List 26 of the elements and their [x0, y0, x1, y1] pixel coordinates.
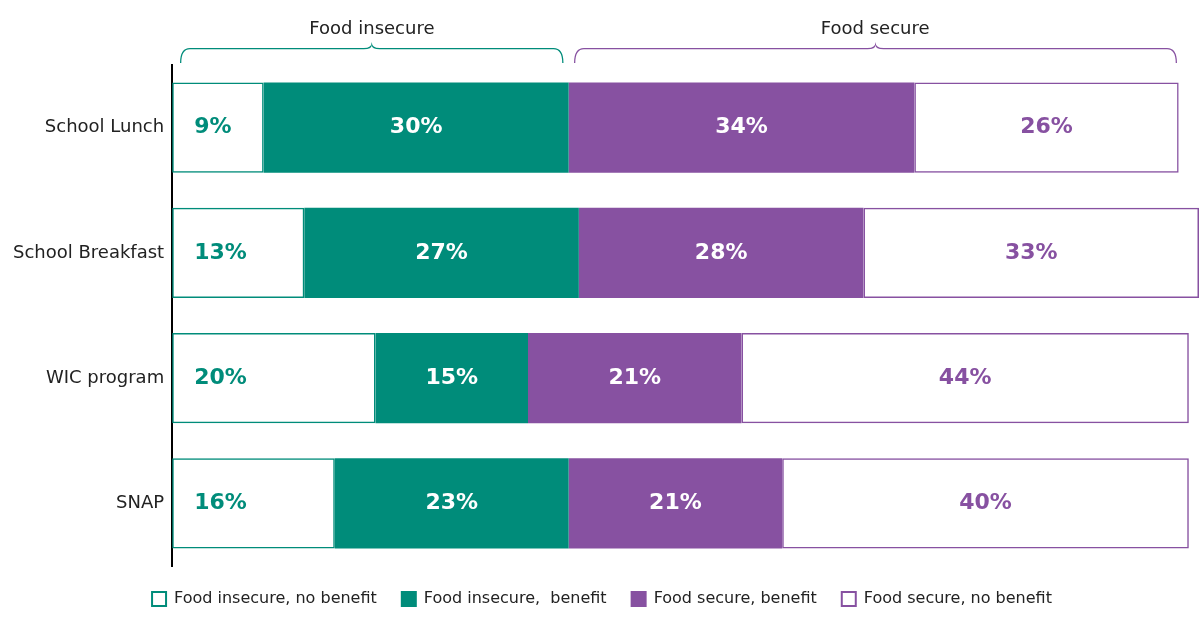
y-tick-label: WIC program — [45, 365, 165, 387]
y-tick-label: School Breakfast — [12, 240, 165, 262]
legend-label: Food secure, benefit — [653, 588, 817, 608]
data-label: 15% — [425, 363, 479, 389]
legend-label: Food secure, no benefit — [863, 588, 1052, 608]
data-label: 28% — [694, 238, 748, 264]
y-tick-label: School Lunch — [44, 115, 165, 137]
data-label: 33% — [1004, 238, 1058, 264]
data-label: 23% — [425, 489, 479, 515]
data-label: 21% — [608, 363, 662, 389]
text: Food secure — [820, 16, 930, 38]
data-label: 26% — [1020, 113, 1073, 139]
legend-label: Food insecure, benefit — [423, 588, 607, 608]
data-label: 27% — [415, 238, 468, 264]
data-label: 40% — [959, 489, 1012, 515]
data-label: 44% — [938, 363, 992, 389]
y-tick-label: SNAP — [116, 491, 165, 513]
data-label: 34% — [715, 113, 768, 139]
data-label: 21% — [649, 489, 702, 515]
text: Food insecure — [309, 16, 435, 38]
data-label: 30% — [389, 113, 443, 139]
data-label: 9% — [194, 113, 232, 139]
legend-label: Food insecure, no benefit — [174, 588, 377, 608]
data-label: 16% — [194, 489, 247, 515]
data-label: 13% — [194, 238, 247, 264]
data-label: 20% — [194, 363, 247, 389]
